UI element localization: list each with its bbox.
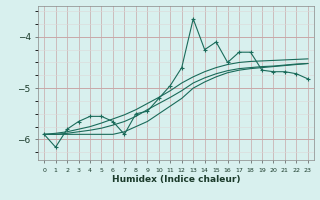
X-axis label: Humidex (Indice chaleur): Humidex (Indice chaleur) xyxy=(112,175,240,184)
